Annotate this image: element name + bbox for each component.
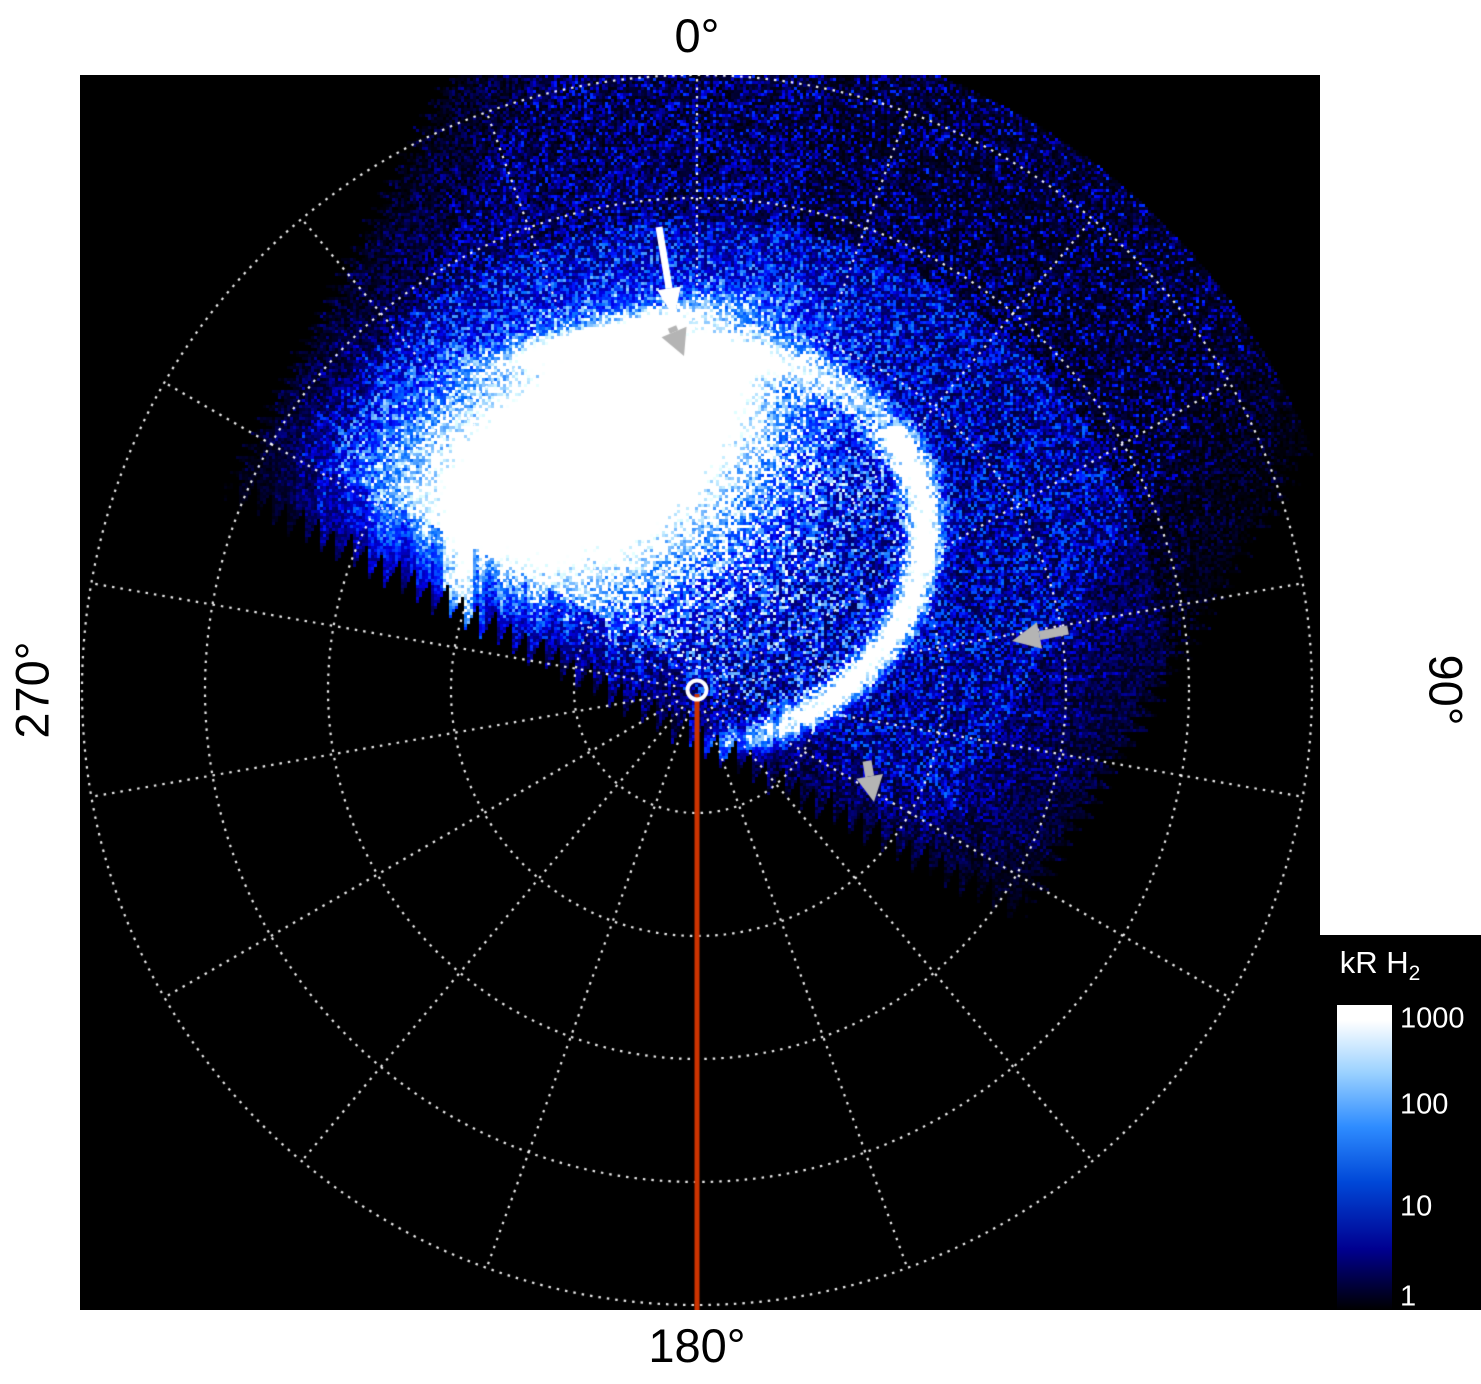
colorbar-title-text: kR H bbox=[1339, 945, 1409, 980]
angle-label-0: 0° bbox=[674, 9, 720, 62]
colorbar-title: kR H2 bbox=[1320, 945, 1440, 986]
angle-label-180: 180° bbox=[648, 1319, 746, 1372]
colorbar-title-subscript: 2 bbox=[1408, 962, 1421, 986]
colorbar-tick-1: 1 bbox=[1400, 1280, 1417, 1313]
colorbar-gradient bbox=[1337, 1005, 1392, 1310]
angle-label-90: 90° bbox=[1419, 654, 1473, 726]
angle-label-270: 270° bbox=[5, 641, 59, 739]
colorbar-panel: kR H2 1000 100 10 1 bbox=[1318, 935, 1481, 1313]
colorbar-tick-1000: 1000 bbox=[1400, 1002, 1465, 1035]
colorbar-tick-10: 10 bbox=[1400, 1190, 1433, 1223]
aurora-polar-map bbox=[80, 75, 1320, 1310]
colorbar-tick-100: 100 bbox=[1400, 1088, 1449, 1121]
